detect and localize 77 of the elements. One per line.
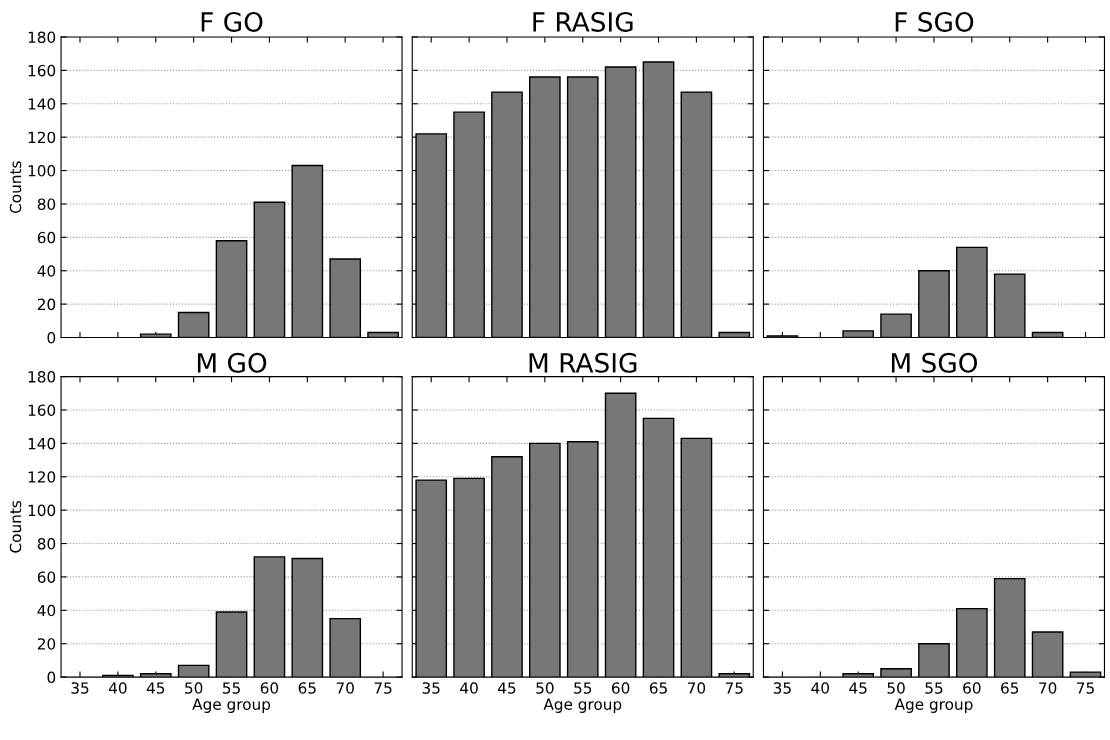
x-tick-label: 55	[925, 682, 943, 694]
x-tick-label: 40	[108, 682, 127, 694]
bar	[642, 61, 675, 338]
x-tick-label: 40	[460, 682, 478, 694]
y-tick-label: 60	[37, 231, 56, 244]
x-tick-label: 50	[185, 682, 203, 694]
x-tick-label: 70	[336, 682, 354, 694]
y-tick-label: 100	[28, 504, 56, 517]
bar	[529, 76, 561, 338]
bar	[566, 76, 599, 338]
x-tick-label: 75	[725, 682, 743, 694]
y-tick-label: 0	[47, 331, 56, 344]
y-axis-title: Counts	[9, 161, 22, 214]
bar	[329, 258, 362, 338]
bar	[453, 111, 485, 338]
x-tick-label: 75	[1077, 682, 1094, 694]
x-axis-title: Age group	[543, 698, 622, 713]
chart-title: M SGO	[891, 352, 978, 373]
y-tick-label: 40	[37, 604, 56, 617]
y-tick-label: 140	[28, 98, 56, 110]
x-tick-label: 40	[811, 682, 830, 694]
y-tick-label: 20	[37, 298, 56, 311]
x-tick-label: 65	[649, 682, 667, 694]
bar	[955, 246, 988, 338]
y-tick-label: 180	[28, 371, 56, 383]
x-tick-label: 60	[611, 682, 630, 694]
bar	[604, 66, 637, 338]
bar	[291, 164, 324, 338]
bar	[415, 133, 448, 338]
x-tick-label: 60	[260, 682, 279, 694]
x-tick-label: 35	[422, 682, 440, 694]
x-tick-label: 70	[687, 682, 706, 694]
bar	[993, 273, 1026, 338]
y-tick-label: 100	[28, 165, 56, 177]
chart-title: F RASIG	[533, 11, 633, 32]
x-tick-label: 65	[1001, 682, 1019, 694]
x-tick-label: 35	[773, 682, 791, 694]
x-tick-label: 55	[223, 682, 240, 694]
bar	[177, 311, 210, 338]
y-tick-label: 0	[47, 671, 56, 684]
x-tick-label: 65	[298, 682, 316, 694]
x-axis-title: Age group	[894, 698, 973, 713]
y-tick-label: 160	[28, 64, 56, 77]
bar	[680, 91, 713, 338]
bar	[253, 201, 286, 338]
y-tick-label: 80	[37, 198, 56, 210]
chart-title: F SGO	[895, 11, 974, 32]
chart-title: M RASIG	[529, 352, 637, 373]
bar	[842, 330, 875, 338]
bar	[139, 333, 172, 338]
y-tick-label: 80	[37, 538, 56, 550]
x-tick-label: 50	[536, 682, 554, 694]
x-tick-label: 45	[498, 682, 516, 694]
x-tick-label: 35	[71, 682, 89, 694]
bar	[918, 270, 950, 338]
x-tick-label: 60	[963, 682, 981, 694]
x-axis-title: Age group	[192, 698, 271, 713]
y-tick-label: 180	[28, 31, 56, 44]
y-tick-label: 140	[28, 437, 56, 450]
x-tick-label: 45	[146, 682, 165, 694]
x-tick-label: 55	[574, 682, 592, 694]
y-tick-label: 120	[28, 131, 56, 144]
y-tick-label: 160	[28, 404, 56, 416]
y-tick-label: 120	[28, 471, 56, 483]
x-tick-label: 75	[374, 682, 392, 694]
y-axis-title: Counts	[9, 500, 22, 553]
x-tick-label: 45	[849, 682, 867, 694]
chart-title: F GO	[201, 11, 263, 32]
y-tick-label: 20	[37, 638, 56, 650]
bar	[491, 91, 523, 338]
chart-title: M GO	[197, 352, 267, 373]
bar	[880, 313, 912, 338]
y-tick-label: 40	[37, 265, 56, 277]
x-tick-label: 50	[887, 682, 905, 694]
x-tick-label: 70	[1039, 682, 1057, 694]
bar	[215, 239, 248, 338]
y-tick-label: 60	[37, 571, 56, 583]
